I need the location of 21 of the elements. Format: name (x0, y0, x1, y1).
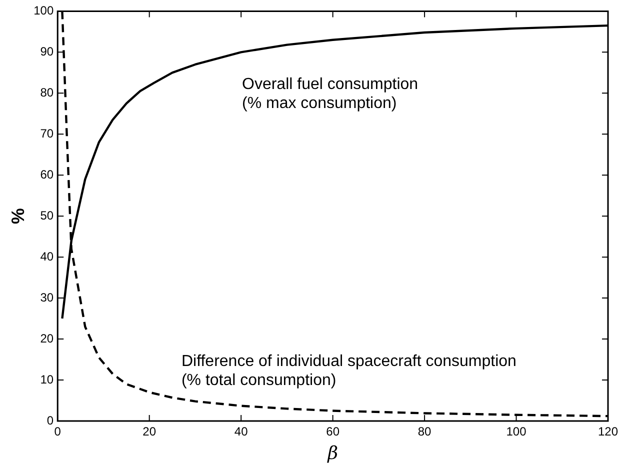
x-tick-label: 40 (234, 424, 248, 439)
y-tick-label: 0 (46, 413, 54, 428)
y-tick-label: 30 (40, 290, 54, 304)
x-tick-label: 120 (598, 424, 618, 439)
y-tick-label: 100 (34, 4, 54, 18)
y-tick-label: 50 (40, 208, 54, 222)
y-tick-label: 60 (40, 167, 54, 182)
x-tick-label: 60 (326, 424, 340, 439)
annotation: Difference of individual spacecraft consumption (% total consumption) (181, 352, 516, 389)
y-tick-label: 10 (40, 372, 54, 386)
y-tick-label: 80 (40, 85, 54, 100)
y-tick-label: 40 (40, 249, 54, 264)
y-tick-label: 20 (40, 331, 54, 346)
x-tick-label: 20 (142, 424, 156, 439)
y-tick-label: 70 (40, 126, 54, 140)
y-tick-label: 90 (40, 44, 54, 58)
y-axis-title: % (8, 208, 28, 224)
x-axis-title: β (326, 442, 338, 464)
x-tick-label: 80 (418, 424, 432, 439)
annotation: Overall fuel consumption (% max consumption) (242, 76, 418, 112)
x-tick-label: 100 (506, 424, 527, 439)
